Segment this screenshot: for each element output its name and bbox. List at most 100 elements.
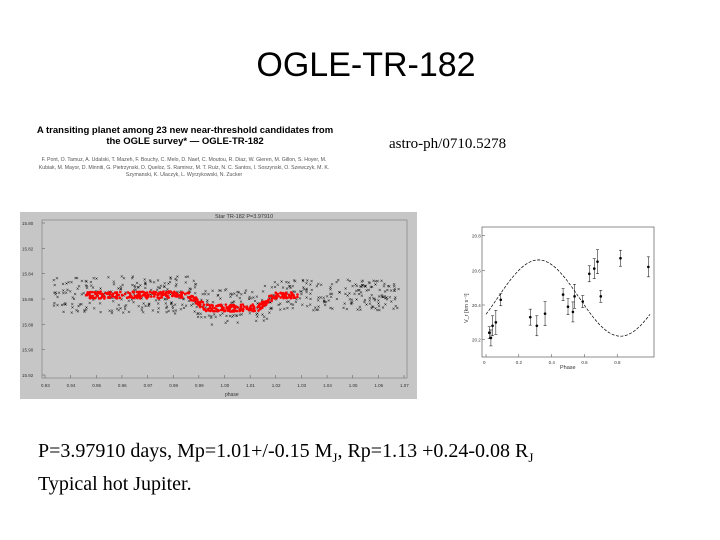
lc-data-point	[70, 311, 74, 314]
lc-model-point	[194, 298, 197, 301]
lc-data-point	[385, 296, 388, 299]
lc-data-point	[393, 287, 397, 291]
lc-data-point	[175, 282, 178, 286]
lc-model-point	[154, 290, 158, 294]
lc-data-point	[280, 280, 283, 283]
lc-data-point	[322, 300, 326, 303]
lc-data-point	[388, 296, 392, 299]
lc-data-point	[169, 277, 173, 280]
lc-model-point	[245, 305, 249, 309]
lc-data-point	[281, 286, 285, 289]
lc-model-point	[161, 291, 164, 295]
rv-x-tick-label: 0.8	[614, 360, 621, 365]
rv-data-point	[592, 267, 596, 270]
lc-data-point	[91, 286, 95, 289]
lc-data-point	[310, 288, 314, 292]
lc-data-point	[270, 285, 274, 289]
lc-data-point	[89, 280, 93, 284]
lc-data-point	[305, 279, 309, 282]
rv-xlabel: Phase	[560, 365, 576, 371]
lc-data-point	[166, 288, 169, 291]
lc-model-point	[111, 292, 115, 296]
lc-data-point	[57, 291, 61, 295]
lc-data-point	[144, 304, 147, 308]
lc-model-point	[276, 292, 280, 296]
lc-data-point	[305, 288, 308, 292]
arxiv-reference: astro-ph/0710.5278	[389, 136, 507, 152]
rv-plot: V_r [km s⁻¹] Phase 20.8 20.6 20.4 20.2 0 0.2…	[464, 226, 655, 371]
lc-data-point	[184, 275, 188, 279]
lc-x-ticks: 0.93 0.94 0.95 0.96 0.97 0.98 0.99 1.00 1.01 1.02…	[41, 375, 409, 388]
lc-data-point	[203, 292, 207, 296]
lc-model-point	[210, 303, 213, 307]
lc-data-point	[346, 294, 349, 297]
lc-data-point	[235, 294, 239, 297]
lc-data-point	[76, 310, 80, 313]
rv-data-points	[487, 249, 650, 347]
lc-model-point	[91, 296, 95, 300]
lc-data-point	[288, 284, 291, 288]
lc-data-point	[62, 302, 66, 306]
lc-data-point	[377, 299, 380, 302]
lc-data-point	[144, 286, 147, 290]
lc-model-point	[258, 302, 262, 306]
rv-data-point	[581, 300, 585, 303]
lc-model-point	[226, 309, 230, 312]
lc-data-point	[313, 306, 317, 309]
lc-data-point	[252, 296, 255, 299]
lc-data-point	[62, 291, 65, 295]
lc-data-point	[365, 303, 368, 306]
lc-data-point	[231, 301, 235, 304]
lc-data-point	[165, 310, 168, 314]
lc-model-point	[169, 290, 172, 293]
lc-data-point	[312, 308, 315, 312]
lc-data-point	[189, 287, 193, 291]
lc-data-point	[262, 315, 266, 319]
lc-data-point	[115, 307, 119, 311]
lc-data-point	[305, 290, 308, 294]
lc-x-tick-label: 1.04	[323, 383, 332, 388]
lc-y-tick-label: 15.80	[22, 221, 34, 226]
rv-model-curve	[485, 259, 651, 337]
lc-model-point	[224, 303, 228, 306]
lc-x-tick-label: 1.00	[221, 383, 230, 388]
lc-model-point	[274, 291, 278, 294]
lc-data-point	[316, 299, 320, 302]
lc-data-point	[156, 310, 160, 314]
rv-data-point	[535, 324, 539, 328]
lc-data-point	[368, 296, 372, 300]
lc-data-point	[317, 305, 320, 308]
lc-data-point	[140, 308, 144, 312]
lc-data-point	[53, 301, 56, 305]
rv-data-point	[588, 272, 591, 276]
lc-data-point	[214, 315, 217, 319]
lc-data-point	[123, 307, 127, 311]
lc-data-point	[359, 308, 362, 311]
lc-model-point	[267, 298, 270, 302]
lc-data-point	[253, 299, 257, 303]
lc-data-point	[62, 310, 65, 314]
lc-model-point	[265, 301, 268, 304]
lc-model-point	[252, 305, 256, 308]
lc-data-point	[270, 306, 273, 310]
caption-mj-subscript: J	[332, 450, 338, 465]
lc-data-point	[355, 289, 358, 293]
lc-data-point	[64, 291, 68, 294]
lc-data-point	[383, 282, 386, 286]
lc-data-point	[65, 282, 68, 285]
lc-data-point	[273, 285, 277, 289]
lc-data-point	[173, 312, 177, 315]
lc-model-point	[277, 294, 280, 298]
caption-radius: , Rp=1.13 +0.24-0.08 R	[337, 440, 529, 462]
lc-model-point	[208, 306, 212, 310]
lc-data-point	[159, 284, 163, 288]
lc-data-point	[218, 289, 221, 292]
lc-data-point	[224, 321, 227, 325]
lc-data-point	[132, 300, 135, 304]
lc-model-point	[101, 295, 104, 298]
lc-data-point	[141, 310, 145, 314]
lc-data-point	[377, 304, 381, 308]
lc-y-tick-label: 15.88	[22, 322, 34, 327]
rv-data-point	[499, 298, 503, 302]
lc-data-point	[80, 293, 84, 296]
